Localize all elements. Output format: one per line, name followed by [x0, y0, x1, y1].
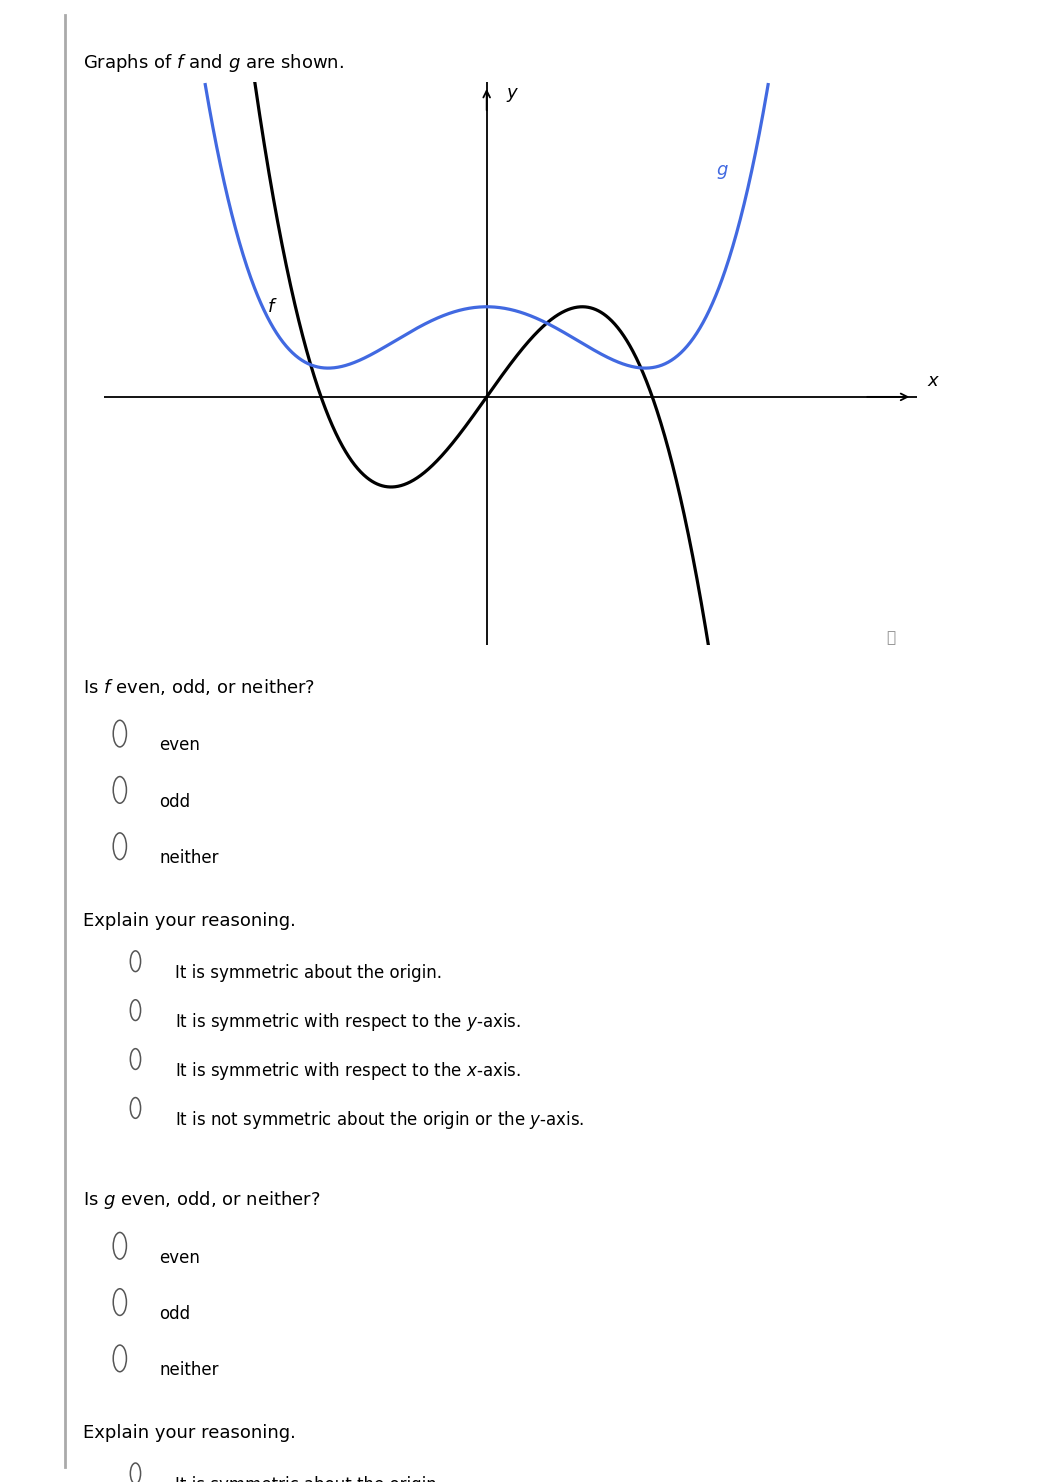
- Text: It is symmetric with respect to the $y$-axis.: It is symmetric with respect to the $y$-…: [175, 1011, 521, 1033]
- Text: even: even: [159, 737, 200, 754]
- Text: It is symmetric about the origin.: It is symmetric about the origin.: [175, 1476, 442, 1482]
- Text: Is $g$ even, odd, or neither?: Is $g$ even, odd, or neither?: [83, 1190, 321, 1211]
- Text: ⓘ: ⓘ: [887, 630, 895, 645]
- Text: It is symmetric with respect to the $x$-axis.: It is symmetric with respect to the $x$-…: [175, 1060, 521, 1082]
- Text: Explain your reasoning.: Explain your reasoning.: [83, 1424, 296, 1442]
- Text: odd: odd: [159, 1306, 191, 1323]
- Text: $f$: $f$: [267, 298, 277, 316]
- Text: It is symmetric about the origin.: It is symmetric about the origin.: [175, 965, 442, 983]
- Text: odd: odd: [159, 793, 191, 811]
- Text: Explain your reasoning.: Explain your reasoning.: [83, 913, 296, 931]
- Text: neither: neither: [159, 849, 219, 867]
- Text: neither: neither: [159, 1362, 219, 1380]
- Text: Graphs of $f$ and $g$ are shown.: Graphs of $f$ and $g$ are shown.: [83, 52, 345, 74]
- Text: It is not symmetric about the origin or the $y$-axis.: It is not symmetric about the origin or …: [175, 1109, 585, 1131]
- Text: Is $f$ even, odd, or neither?: Is $f$ even, odd, or neither?: [83, 677, 316, 697]
- Text: $g$: $g$: [716, 163, 729, 181]
- Text: even: even: [159, 1249, 200, 1267]
- Text: $y$: $y$: [505, 86, 519, 104]
- Text: $x$: $x$: [926, 372, 940, 390]
